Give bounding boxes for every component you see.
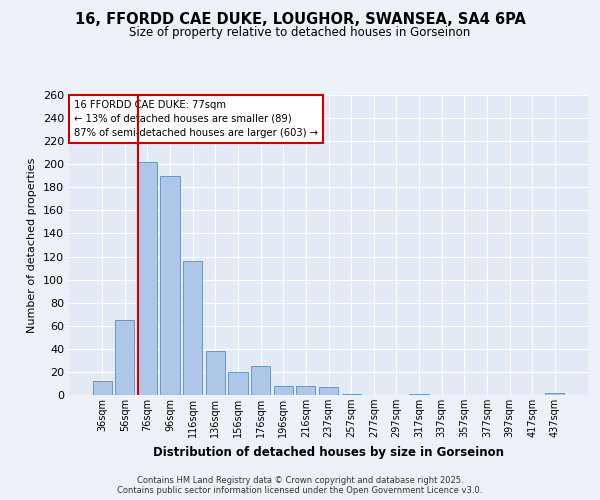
Y-axis label: Number of detached properties: Number of detached properties	[28, 158, 37, 332]
Text: 16, FFORDD CAE DUKE, LOUGHOR, SWANSEA, SA4 6PA: 16, FFORDD CAE DUKE, LOUGHOR, SWANSEA, S…	[74, 12, 526, 28]
Bar	[274, 386, 293, 395]
Text: Contains HM Land Registry data © Crown copyright and database right 2025.
Contai: Contains HM Land Registry data © Crown c…	[118, 476, 482, 495]
Text: Size of property relative to detached houses in Gorseinon: Size of property relative to detached ho…	[130, 26, 470, 39]
Bar	[545, 392, 565, 395]
Bar	[138, 162, 157, 395]
Bar	[115, 320, 134, 395]
X-axis label: Distribution of detached houses by size in Gorseinon: Distribution of detached houses by size …	[153, 446, 504, 458]
Bar	[160, 176, 180, 395]
Bar	[206, 351, 225, 395]
Bar	[319, 387, 338, 395]
Text: 16 FFORDD CAE DUKE: 77sqm
← 13% of detached houses are smaller (89)
87% of semi-: 16 FFORDD CAE DUKE: 77sqm ← 13% of detac…	[74, 100, 318, 138]
Bar	[183, 261, 202, 395]
Bar	[296, 386, 316, 395]
Bar	[92, 381, 112, 395]
Bar	[341, 394, 361, 395]
Bar	[229, 372, 248, 395]
Bar	[409, 394, 428, 395]
Bar	[251, 366, 270, 395]
